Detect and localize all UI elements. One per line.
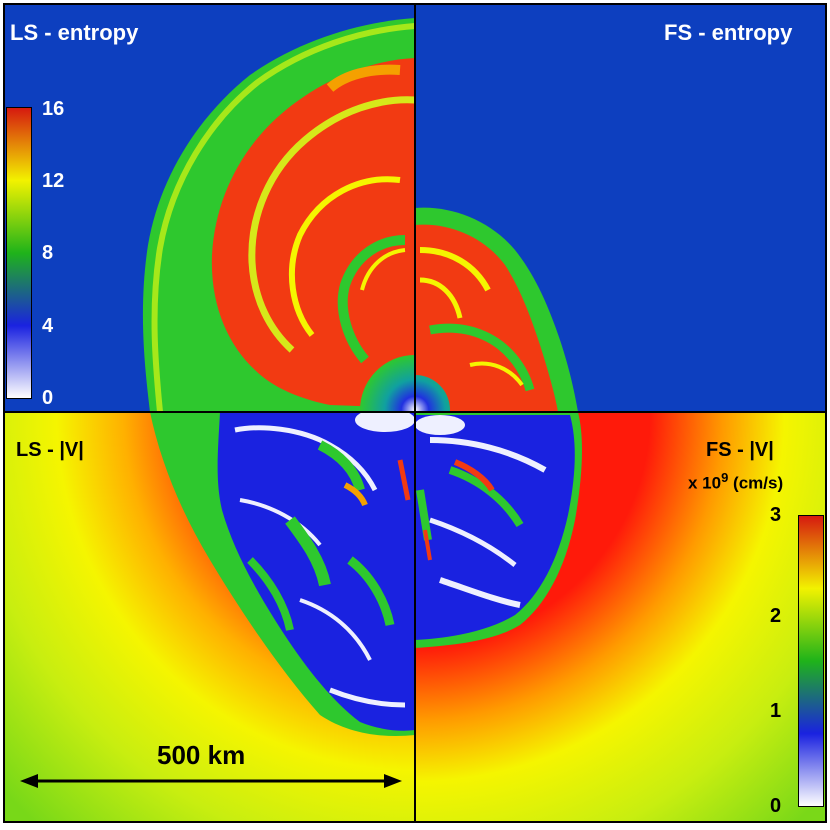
velocity-tick: 1 — [770, 700, 782, 722]
entropy-tick: 8 — [42, 242, 54, 264]
velocity-tick: 2 — [770, 605, 782, 627]
panel-label-ls-entropy: LS - entropy — [10, 20, 139, 45]
panel-fs-velocity — [415, 412, 826, 822]
scale-bar-arrow — [20, 774, 402, 788]
panel-label-fs-velocity: FS - |V| — [706, 439, 774, 461]
velocity-tick: 3 — [770, 504, 782, 526]
entropy-tick: 4 — [42, 315, 54, 337]
panel-ls-entropy — [4, 4, 415, 412]
panel-label-fs-entropy: FS - entropy — [664, 20, 793, 45]
velocity-unit-label: x 109 (cm/s) — [688, 470, 784, 493]
velocity-tick: 0 — [770, 795, 782, 817]
entropy-tick: 12 — [42, 170, 65, 192]
velocity-colorbar — [798, 515, 824, 807]
panel-ls-velocity — [4, 412, 415, 822]
entropy-tick: 0 — [42, 387, 54, 409]
entropy-tick: 16 — [42, 98, 65, 120]
panel-label-ls-velocity: LS - |V| — [16, 439, 84, 461]
entropy-colorbar — [6, 107, 32, 399]
scale-bar-label: 500 km — [157, 740, 246, 770]
panel-fs-entropy — [415, 4, 826, 412]
